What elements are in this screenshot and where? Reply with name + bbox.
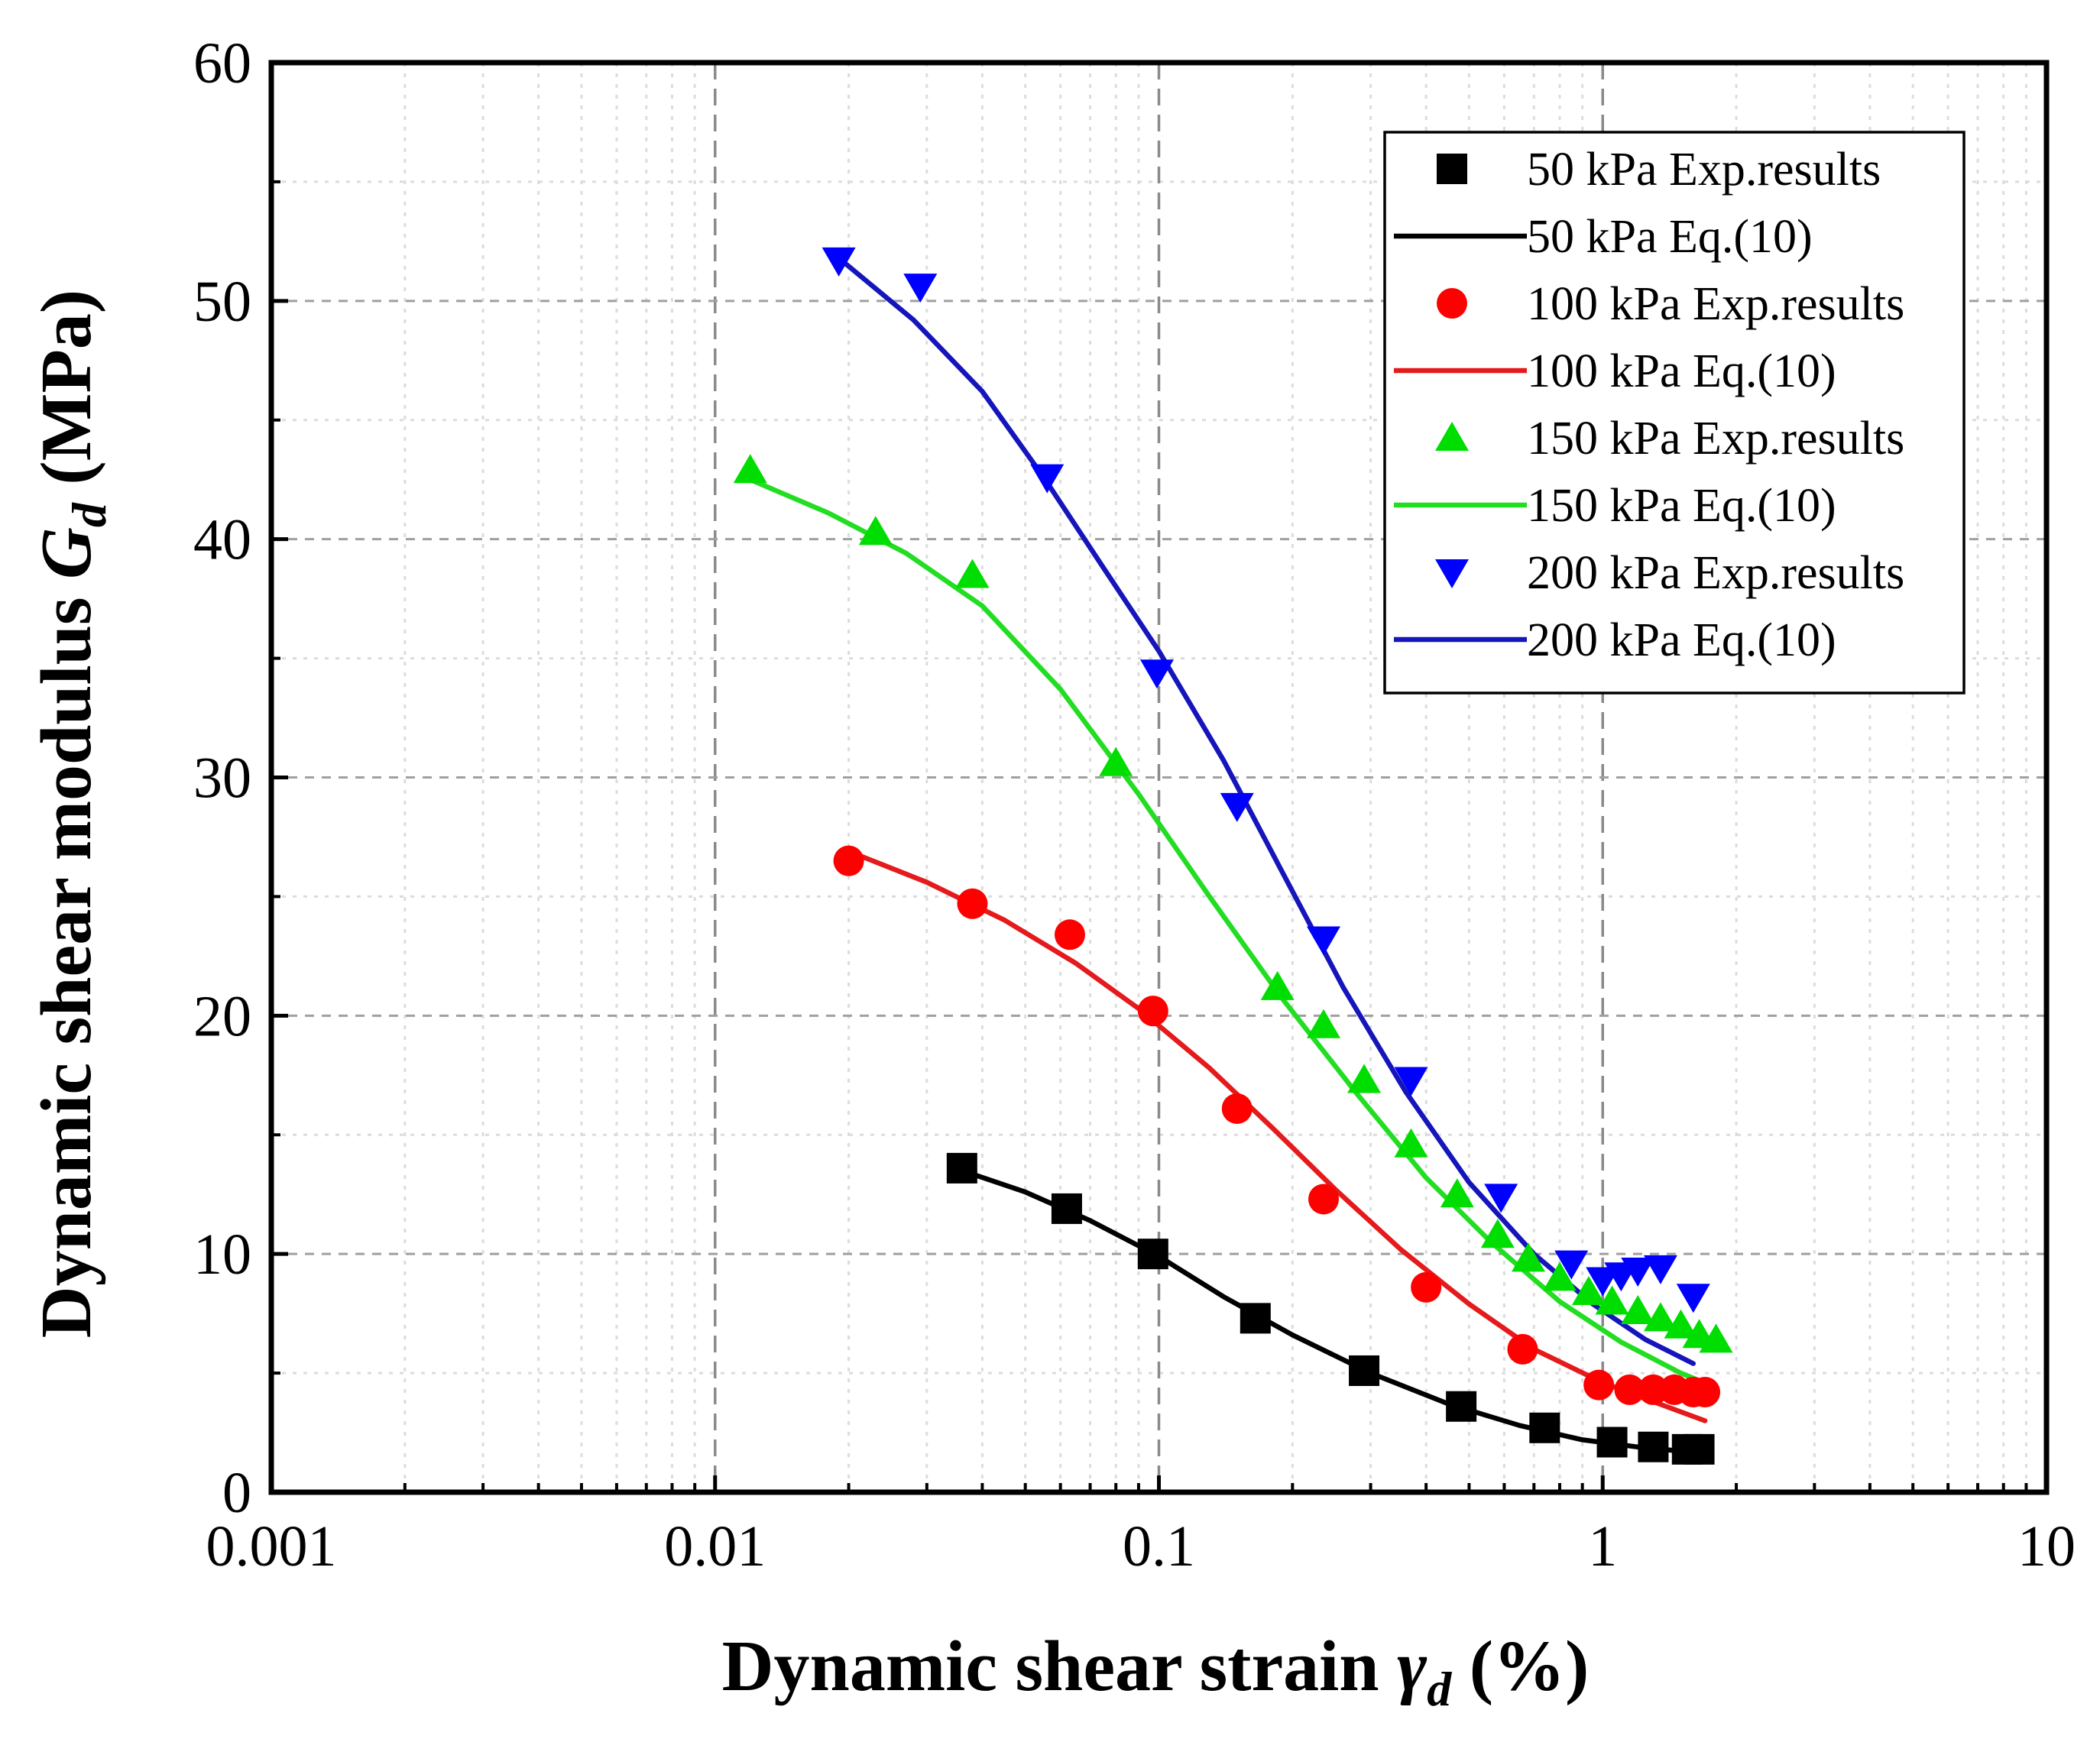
data-point-circle bbox=[1137, 996, 1168, 1027]
data-point-triangle-down bbox=[1306, 926, 1340, 956]
data-point-triangle-down bbox=[1586, 1267, 1620, 1297]
data-point-triangle-down bbox=[1030, 464, 1065, 494]
data-point-circle bbox=[1054, 919, 1085, 950]
data-point-square bbox=[1137, 1239, 1168, 1270]
data-point-triangle-down bbox=[1484, 1184, 1518, 1213]
x-tick-label: 0.001 bbox=[206, 1514, 337, 1579]
data-point-circle bbox=[1614, 1374, 1645, 1405]
y-tick-label: 40 bbox=[193, 508, 251, 572]
data-point-triangle-up bbox=[1480, 1219, 1515, 1248]
data-point-circle bbox=[1221, 1093, 1253, 1124]
x-tick-label: 0.01 bbox=[664, 1514, 766, 1579]
data-point-square bbox=[1349, 1355, 1380, 1386]
data-point-square bbox=[1240, 1303, 1271, 1334]
legend-label: 50 kPa Eq.(10) bbox=[1527, 211, 1813, 263]
data-point-triangle-up bbox=[1643, 1302, 1677, 1332]
y-tick-label: 20 bbox=[193, 984, 251, 1048]
data-point-triangle-up bbox=[1260, 970, 1295, 1000]
data-point-circle bbox=[1411, 1271, 1442, 1303]
data-point-circle bbox=[1308, 1184, 1339, 1215]
data-point-triangle-up bbox=[1099, 746, 1133, 776]
y-tick-label: 30 bbox=[193, 746, 251, 811]
data-point-circle bbox=[1583, 1369, 1615, 1401]
legend-label: 150 kPa Eq.(10) bbox=[1527, 480, 1836, 532]
data-point-triangle-up bbox=[1621, 1295, 1655, 1325]
x-axis-title: Dynamic shear strain γd (%) bbox=[722, 1627, 1590, 1716]
axes: 0 10 20 30 40 50 60 0.001 0.01 0.1 1 10 bbox=[193, 31, 2076, 1579]
data-point-circle bbox=[957, 888, 988, 919]
x-tick-label: 10 bbox=[2017, 1514, 2076, 1579]
data-point-triangle-up bbox=[1664, 1309, 1698, 1339]
data-point-square bbox=[1051, 1193, 1082, 1224]
y-tick-label: 50 bbox=[193, 270, 251, 334]
data-point-triangle-up bbox=[1699, 1323, 1733, 1353]
data-point-triangle-up bbox=[1542, 1261, 1577, 1291]
data-point-triangle-up bbox=[1595, 1285, 1629, 1315]
data-point-square bbox=[1638, 1431, 1669, 1462]
data-point-triangle-down bbox=[1435, 559, 1469, 588]
x-tick-label: 1 bbox=[1588, 1514, 1617, 1579]
legend-label: 100 kPa Exp.results bbox=[1527, 278, 1904, 330]
data-point-triangle-up bbox=[955, 559, 990, 588]
data-point-circle bbox=[1690, 1377, 1721, 1408]
legend-box bbox=[1383, 131, 1966, 695]
legend: 50 kPa Exp.results 50 kPa Eq.(10) 100 kPa … bbox=[1383, 131, 1966, 695]
data-point-triangle-up bbox=[1306, 1009, 1340, 1038]
data-point-triangle-down bbox=[1621, 1257, 1655, 1287]
data-point-circle bbox=[1507, 1333, 1538, 1365]
data-point-triangle-down bbox=[1676, 1284, 1710, 1313]
data-point-triangle-down bbox=[1139, 659, 1174, 689]
data-point-triangle-up bbox=[733, 454, 767, 484]
series-markers bbox=[733, 247, 1733, 1465]
data-point-square bbox=[1529, 1412, 1560, 1443]
x-tick-label: 0.1 bbox=[1123, 1514, 1195, 1579]
data-point-triangle-down bbox=[1554, 1250, 1589, 1280]
data-point-triangle-down bbox=[1220, 792, 1254, 822]
legend-label: 200 kPa Eq.(10) bbox=[1527, 614, 1836, 666]
data-point-square bbox=[1596, 1426, 1628, 1458]
y-tick-label: 10 bbox=[193, 1222, 251, 1287]
data-point-triangle-down bbox=[903, 274, 938, 303]
data-point-triangle-up bbox=[1347, 1064, 1382, 1093]
data-point-square bbox=[1437, 154, 1467, 184]
data-point-triangle-up bbox=[1440, 1178, 1474, 1208]
data-point-circle bbox=[1638, 1374, 1669, 1405]
y-tick-label: 0 bbox=[222, 1461, 251, 1525]
legend-label: 200 kPa Exp.results bbox=[1527, 547, 1904, 599]
data-point-triangle-down bbox=[1643, 1255, 1677, 1284]
data-point-triangle-down bbox=[822, 247, 856, 277]
y-tick-label: 60 bbox=[193, 31, 251, 96]
data-point-circle bbox=[833, 845, 864, 876]
legend-label: 100 kPa Eq.(10) bbox=[1527, 345, 1836, 397]
data-point-square bbox=[946, 1152, 977, 1184]
data-point-square bbox=[1446, 1391, 1477, 1422]
data-point-square bbox=[1684, 1433, 1715, 1465]
legend-label: 150 kPa Exp.results bbox=[1527, 413, 1904, 465]
data-point-triangle-up bbox=[1394, 1128, 1428, 1158]
data-point-triangle-up bbox=[1435, 422, 1469, 451]
data-point-triangle-up bbox=[1511, 1242, 1545, 1272]
data-point-triangle-up bbox=[1571, 1276, 1606, 1306]
data-point-triangle-down bbox=[1394, 1067, 1428, 1096]
legend-label: 50 kPa Exp.results bbox=[1527, 144, 1881, 196]
y-axis-title: Dynamic shear modulus Gd (MPa) bbox=[27, 290, 116, 1338]
data-point-circle bbox=[1437, 288, 1467, 319]
data-point-triangle-up bbox=[858, 516, 893, 546]
